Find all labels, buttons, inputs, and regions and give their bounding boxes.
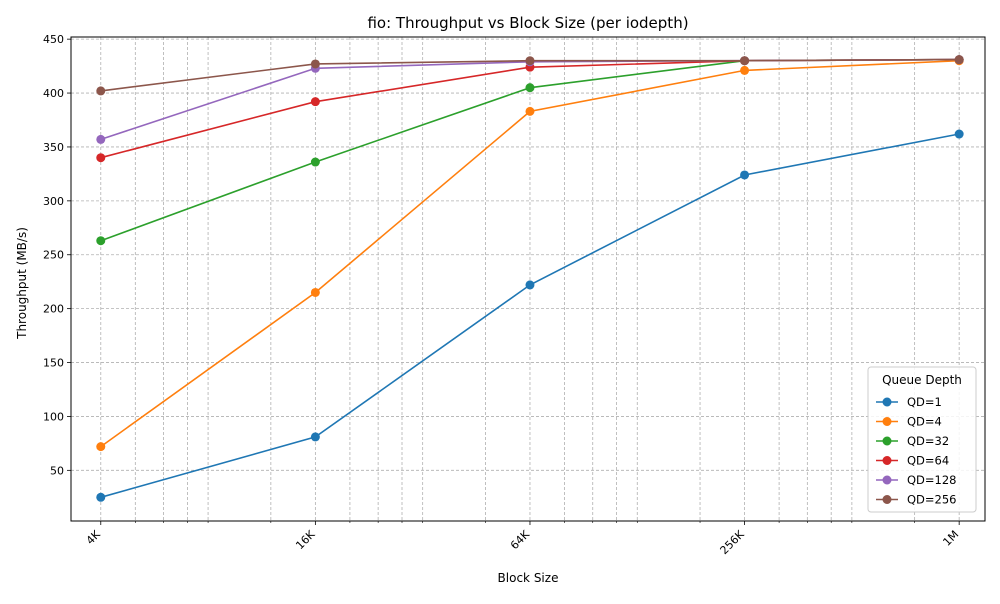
legend-label: QD=1	[907, 395, 942, 409]
legend-box	[867, 366, 977, 513]
plot-frame	[70, 36, 986, 522]
data-point	[96, 134, 106, 144]
legend-label: QD=256	[907, 493, 957, 507]
legend-item: QD=1	[876, 395, 942, 409]
legend-item: QD=64	[876, 454, 949, 468]
legend-marker	[882, 456, 892, 465]
legend-label: QD=4	[907, 415, 942, 429]
data-point	[310, 59, 320, 69]
x-axis-label: Block Size	[498, 571, 559, 585]
legend-marker	[882, 495, 892, 504]
y-tick-label: 250	[43, 249, 64, 262]
data-point	[525, 106, 535, 116]
y-tick-label: 150	[43, 357, 64, 370]
data-point	[525, 280, 535, 290]
data-point	[740, 170, 750, 180]
legend-item: QD=32	[876, 434, 949, 448]
data-point	[96, 236, 106, 246]
data-point	[525, 56, 535, 66]
series-layer	[96, 55, 964, 502]
y-axis-label: Throughput (MB/s)	[15, 227, 29, 340]
data-point	[310, 287, 320, 297]
legend-label: QD=128	[907, 473, 957, 487]
data-point	[310, 157, 320, 167]
series-qd-4	[96, 56, 964, 452]
legend-item: QD=256	[876, 493, 957, 507]
chart-title: fio: Throughput vs Block Size (per iodep…	[367, 14, 688, 32]
data-point	[96, 492, 106, 502]
data-point	[740, 65, 750, 75]
legend-item: QD=128	[876, 473, 957, 487]
y-tick-label: 50	[50, 464, 64, 477]
data-point	[96, 86, 106, 96]
legend-marker	[882, 475, 892, 485]
data-point	[96, 442, 106, 452]
data-point	[954, 55, 964, 65]
grid	[71, 37, 985, 521]
data-point	[96, 153, 106, 163]
y-tick-label: 400	[43, 87, 64, 100]
y-tick-label: 450	[43, 33, 64, 46]
y-axis: 50 100 150 200 250 300 350 400 450	[43, 33, 71, 477]
y-tick-label: 350	[43, 141, 64, 154]
legend-label: QD=64	[907, 454, 949, 468]
data-point	[310, 432, 320, 442]
y-tick-label: 100	[43, 410, 64, 423]
series-qd-1	[96, 129, 964, 502]
data-point	[954, 129, 964, 139]
data-point	[525, 83, 535, 93]
data-point	[740, 56, 750, 66]
legend-label: QD=32	[907, 434, 949, 448]
legend: Queue Depth QD=1 QD=4 QD=32 QD=64 QD=128 QD=25…	[867, 366, 977, 513]
legend-marker	[882, 436, 892, 446]
series-qd-256	[96, 55, 964, 96]
legend-marker	[882, 417, 892, 426]
data-point	[310, 97, 320, 107]
legend-item: QD=4	[876, 415, 942, 429]
y-tick-label: 300	[43, 195, 64, 208]
y-tick-label: 200	[43, 303, 64, 316]
legend-title: Queue Depth	[882, 373, 962, 387]
legend-marker	[882, 397, 892, 407]
